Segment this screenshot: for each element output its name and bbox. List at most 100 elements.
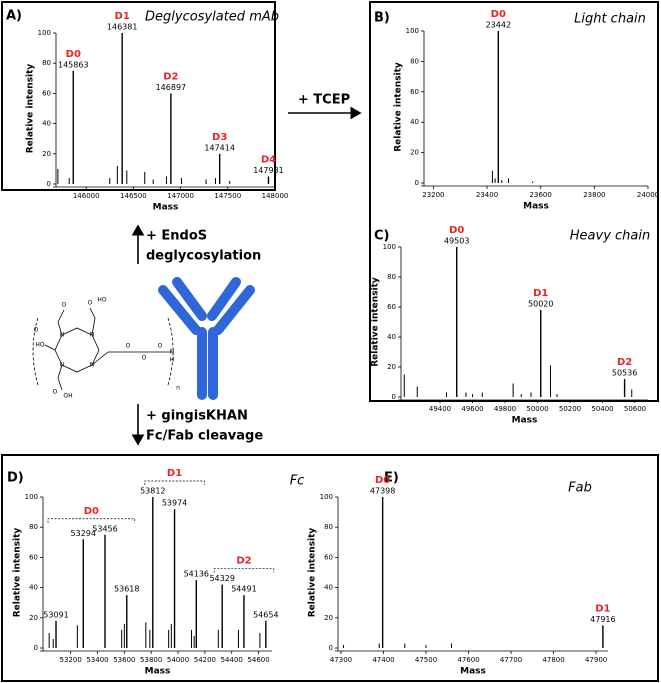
group-bracket bbox=[144, 480, 205, 485]
endos-label: deglycosylation bbox=[146, 249, 261, 264]
atom-label: HO bbox=[35, 342, 45, 349]
group-bracket bbox=[47, 518, 136, 523]
y-tick-label: 100 bbox=[25, 493, 38, 501]
atom-label: O bbox=[158, 343, 163, 350]
peak-mass-label: 145863 bbox=[58, 60, 89, 69]
x-tick-label: 147500 bbox=[214, 192, 241, 200]
y-tick-label: 0 bbox=[47, 180, 51, 188]
peak-mass-label: 47398 bbox=[370, 487, 395, 496]
x-tick-label: 54000 bbox=[167, 656, 189, 664]
panel-label: D) bbox=[7, 471, 24, 486]
atom-label: N bbox=[60, 332, 65, 339]
atom-label: O bbox=[88, 300, 93, 307]
x-tick-label: 47400 bbox=[372, 656, 394, 664]
y-tick-label: 20 bbox=[324, 614, 333, 622]
x-tick-label: 54200 bbox=[194, 656, 216, 664]
atom-label: OH bbox=[63, 393, 72, 400]
atom-label: O bbox=[142, 355, 147, 362]
x-axis-title: Mass bbox=[153, 203, 179, 213]
x-tick-label: 49400 bbox=[429, 405, 451, 413]
x-tick-label: 146000 bbox=[73, 192, 100, 200]
endos-label: + EndoS bbox=[146, 229, 207, 244]
peak-mass-label: 146897 bbox=[156, 83, 187, 92]
peak-mass-label: 147414 bbox=[204, 143, 235, 152]
atom-label: N bbox=[90, 332, 95, 339]
y-axis-title: Relative intensity bbox=[308, 528, 318, 618]
tcep-label: + TCEP bbox=[298, 93, 350, 108]
chelator-structure bbox=[32, 307, 174, 391]
atom-label: O bbox=[34, 327, 39, 334]
x-tick-label: 23800 bbox=[583, 191, 605, 199]
atom-label: H bbox=[170, 357, 175, 364]
peak-name: D2 bbox=[163, 71, 178, 82]
y-tick-label: 40 bbox=[29, 584, 38, 592]
panel-a-frame bbox=[1, 1, 276, 191]
y-axis-title: Relative intensity bbox=[371, 277, 381, 367]
x-tick-label: 54400 bbox=[221, 656, 243, 664]
y-tick-label: 100 bbox=[383, 243, 396, 251]
x-tick-label: 47600 bbox=[457, 656, 479, 664]
y-tick-label: 40 bbox=[324, 584, 333, 592]
x-tick-label: 50000 bbox=[526, 405, 548, 413]
x-tick-label: 50400 bbox=[591, 405, 613, 413]
panel-label: C) bbox=[374, 229, 389, 244]
peak-mass-label: 147931 bbox=[253, 166, 284, 175]
group-bracket bbox=[213, 568, 275, 573]
y-tick-label: 60 bbox=[324, 553, 333, 561]
y-tick-label: 80 bbox=[324, 523, 333, 531]
atom-label: HO bbox=[97, 297, 107, 304]
peak-name: D1 bbox=[533, 288, 548, 299]
atom-label: N bbox=[170, 349, 175, 356]
x-tick-label: 47300 bbox=[330, 656, 352, 664]
chart-title: Fc bbox=[290, 474, 305, 489]
group-name: D1 bbox=[167, 468, 182, 479]
peak-name: D0 bbox=[449, 225, 464, 236]
peak-mass-label: 54654 bbox=[253, 610, 278, 619]
y-tick-label: 80 bbox=[410, 57, 419, 65]
x-tick-label: 53200 bbox=[60, 656, 82, 664]
y-tick-label: 40 bbox=[410, 118, 419, 126]
panel-de-frame bbox=[1, 454, 659, 682]
chart-title: Heavy chain bbox=[570, 229, 650, 244]
y-tick-label: 20 bbox=[42, 150, 51, 158]
y-tick-label: 40 bbox=[387, 333, 396, 341]
gingis-label: + gingisKHAN bbox=[146, 409, 248, 424]
chart-title: Deglycosylated mAb bbox=[145, 10, 279, 25]
x-tick-label: 53400 bbox=[86, 656, 108, 664]
peak-name: D2 bbox=[617, 357, 632, 368]
peak-name: D3 bbox=[212, 132, 227, 143]
x-tick-label: 50600 bbox=[624, 405, 646, 413]
peak-name: D0 bbox=[66, 49, 81, 60]
atom-label: N bbox=[90, 362, 95, 369]
y-tick-label: 40 bbox=[42, 120, 51, 128]
antibody bbox=[158, 277, 255, 400]
peak-mass-label: 47916 bbox=[590, 615, 615, 624]
peak-name: D1 bbox=[595, 603, 610, 614]
y-tick-label: 0 bbox=[415, 179, 419, 187]
group-name: D2 bbox=[236, 556, 251, 567]
atom-label: O bbox=[126, 343, 131, 350]
atom-label: O bbox=[62, 302, 67, 309]
y-tick-label: 80 bbox=[387, 273, 396, 281]
peak-mass-label: 53294 bbox=[71, 529, 96, 538]
x-tick-label: 50200 bbox=[559, 405, 581, 413]
x-tick-label: 53600 bbox=[113, 656, 135, 664]
peak-mass-label: 49503 bbox=[444, 237, 469, 246]
y-tick-label: 20 bbox=[387, 363, 396, 371]
x-axis-title: Mass bbox=[145, 667, 171, 677]
peak-mass-label: 146381 bbox=[107, 23, 138, 32]
peak-mass-label: 50020 bbox=[528, 300, 553, 309]
x-axis-title: Mass bbox=[460, 667, 486, 677]
atom-label: N bbox=[60, 362, 65, 369]
peak-name: D1 bbox=[115, 11, 130, 22]
peak-mass-label: 23442 bbox=[486, 21, 511, 30]
panel-bc-frame bbox=[369, 1, 659, 402]
x-tick-label: 53800 bbox=[140, 656, 162, 664]
y-tick-label: 60 bbox=[29, 553, 38, 561]
peak-name: D4 bbox=[261, 154, 276, 165]
x-tick-label: 54600 bbox=[247, 656, 269, 664]
x-tick-label: 47800 bbox=[542, 656, 564, 664]
peak-mass-label: 54491 bbox=[231, 585, 256, 594]
